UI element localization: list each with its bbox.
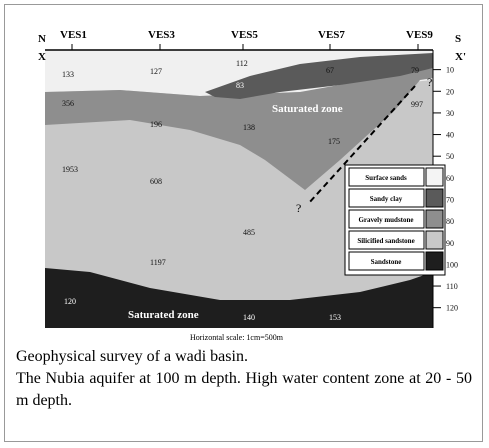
legend-entry-box [348,251,425,271]
saturated-zone-label: Saturated zone [128,309,199,321]
depth-tick-label: 110 [446,282,458,291]
legend-entry-box [348,209,425,229]
resistivity-value: 608 [150,177,162,186]
scale-note: Horizontal scale: 1cm=500m [190,333,284,342]
depth-tick-label: 80 [446,217,454,226]
depth-tick-label: 30 [446,109,454,118]
station-label: VES5 [231,29,258,41]
cross-section: 10 20 30 40 50 60 70 80 90 100 110 120 N X S X' VES… [38,29,466,342]
depth-tick-label: 70 [446,195,454,204]
resistivity-value: 1197 [150,258,166,267]
resistivity-value: 138 [243,123,255,132]
depth-tick-label: 50 [446,152,454,161]
gravely-mudstone-layer [45,68,433,190]
resistivity-value: 120 [64,297,76,306]
legend-swatch [425,167,444,187]
resistivity-value: 1953 [62,165,78,174]
station-label: VES3 [148,29,175,41]
south-label: S [455,33,461,45]
depth-tick-label: 20 [446,87,454,96]
question-mark: ? [296,201,301,215]
sandstone-layer [45,268,433,328]
resistivity-value: 485 [243,228,255,237]
caption-text: The Nubia aquifer at 100 m depth. High w… [16,370,472,409]
legend-label: Surface sands [365,174,407,182]
depth-tick-label: 40 [446,131,454,140]
resistivity-value: 133 [62,70,74,79]
resistivity-value: 997 [411,100,423,109]
sandy-clay-layer [205,53,433,99]
resistivity-value: 83 [236,81,244,90]
depth-tick-label: 90 [446,239,454,248]
legend-entry-box [348,167,425,187]
frame [4,4,483,442]
resistivity-value: 67 [326,66,334,75]
legend-swatch [425,230,444,250]
depth-tick-label: 120 [446,304,458,313]
saturated-zone-label: Saturated zone [272,103,343,115]
station-label: VES1 [60,29,87,41]
station-label: VES7 [318,29,345,41]
depth-tick-label: 10 [446,66,454,75]
legend-label: Silicified sandstone [357,237,414,245]
depth-tick-label: 100 [446,260,458,269]
resistivity-value: 79 [411,66,419,75]
depth-tick-label: 60 [446,174,454,183]
legend-label: Gravely mudstone [358,216,413,224]
north-label: N [38,33,46,45]
resistivity-value: 356 [62,99,74,108]
question-mark: ? [427,75,432,89]
fault-line [307,85,416,205]
resistivity-value: 127 [150,67,162,76]
legend-swatch [425,209,444,229]
resistivity-value: 112 [236,59,248,68]
resistivity-value: 140 [243,313,255,322]
caption-title: Geophysical survey of a wadi basin. [16,348,248,365]
x-label: X [38,51,46,63]
resistivity-value: 153 [329,313,341,322]
station-label: VES9 [406,29,433,41]
legend-entry-box [348,188,425,208]
legend-swatch [425,188,444,208]
resistivity-value: 196 [150,120,162,129]
legend-label: Sandy clay [370,195,403,203]
legend-swatch [425,251,444,271]
x-prime-label: X' [455,51,466,63]
legend-entry-box [348,230,425,250]
legend-label: Sandstone [371,258,402,266]
resistivity-value: 175 [328,137,340,146]
